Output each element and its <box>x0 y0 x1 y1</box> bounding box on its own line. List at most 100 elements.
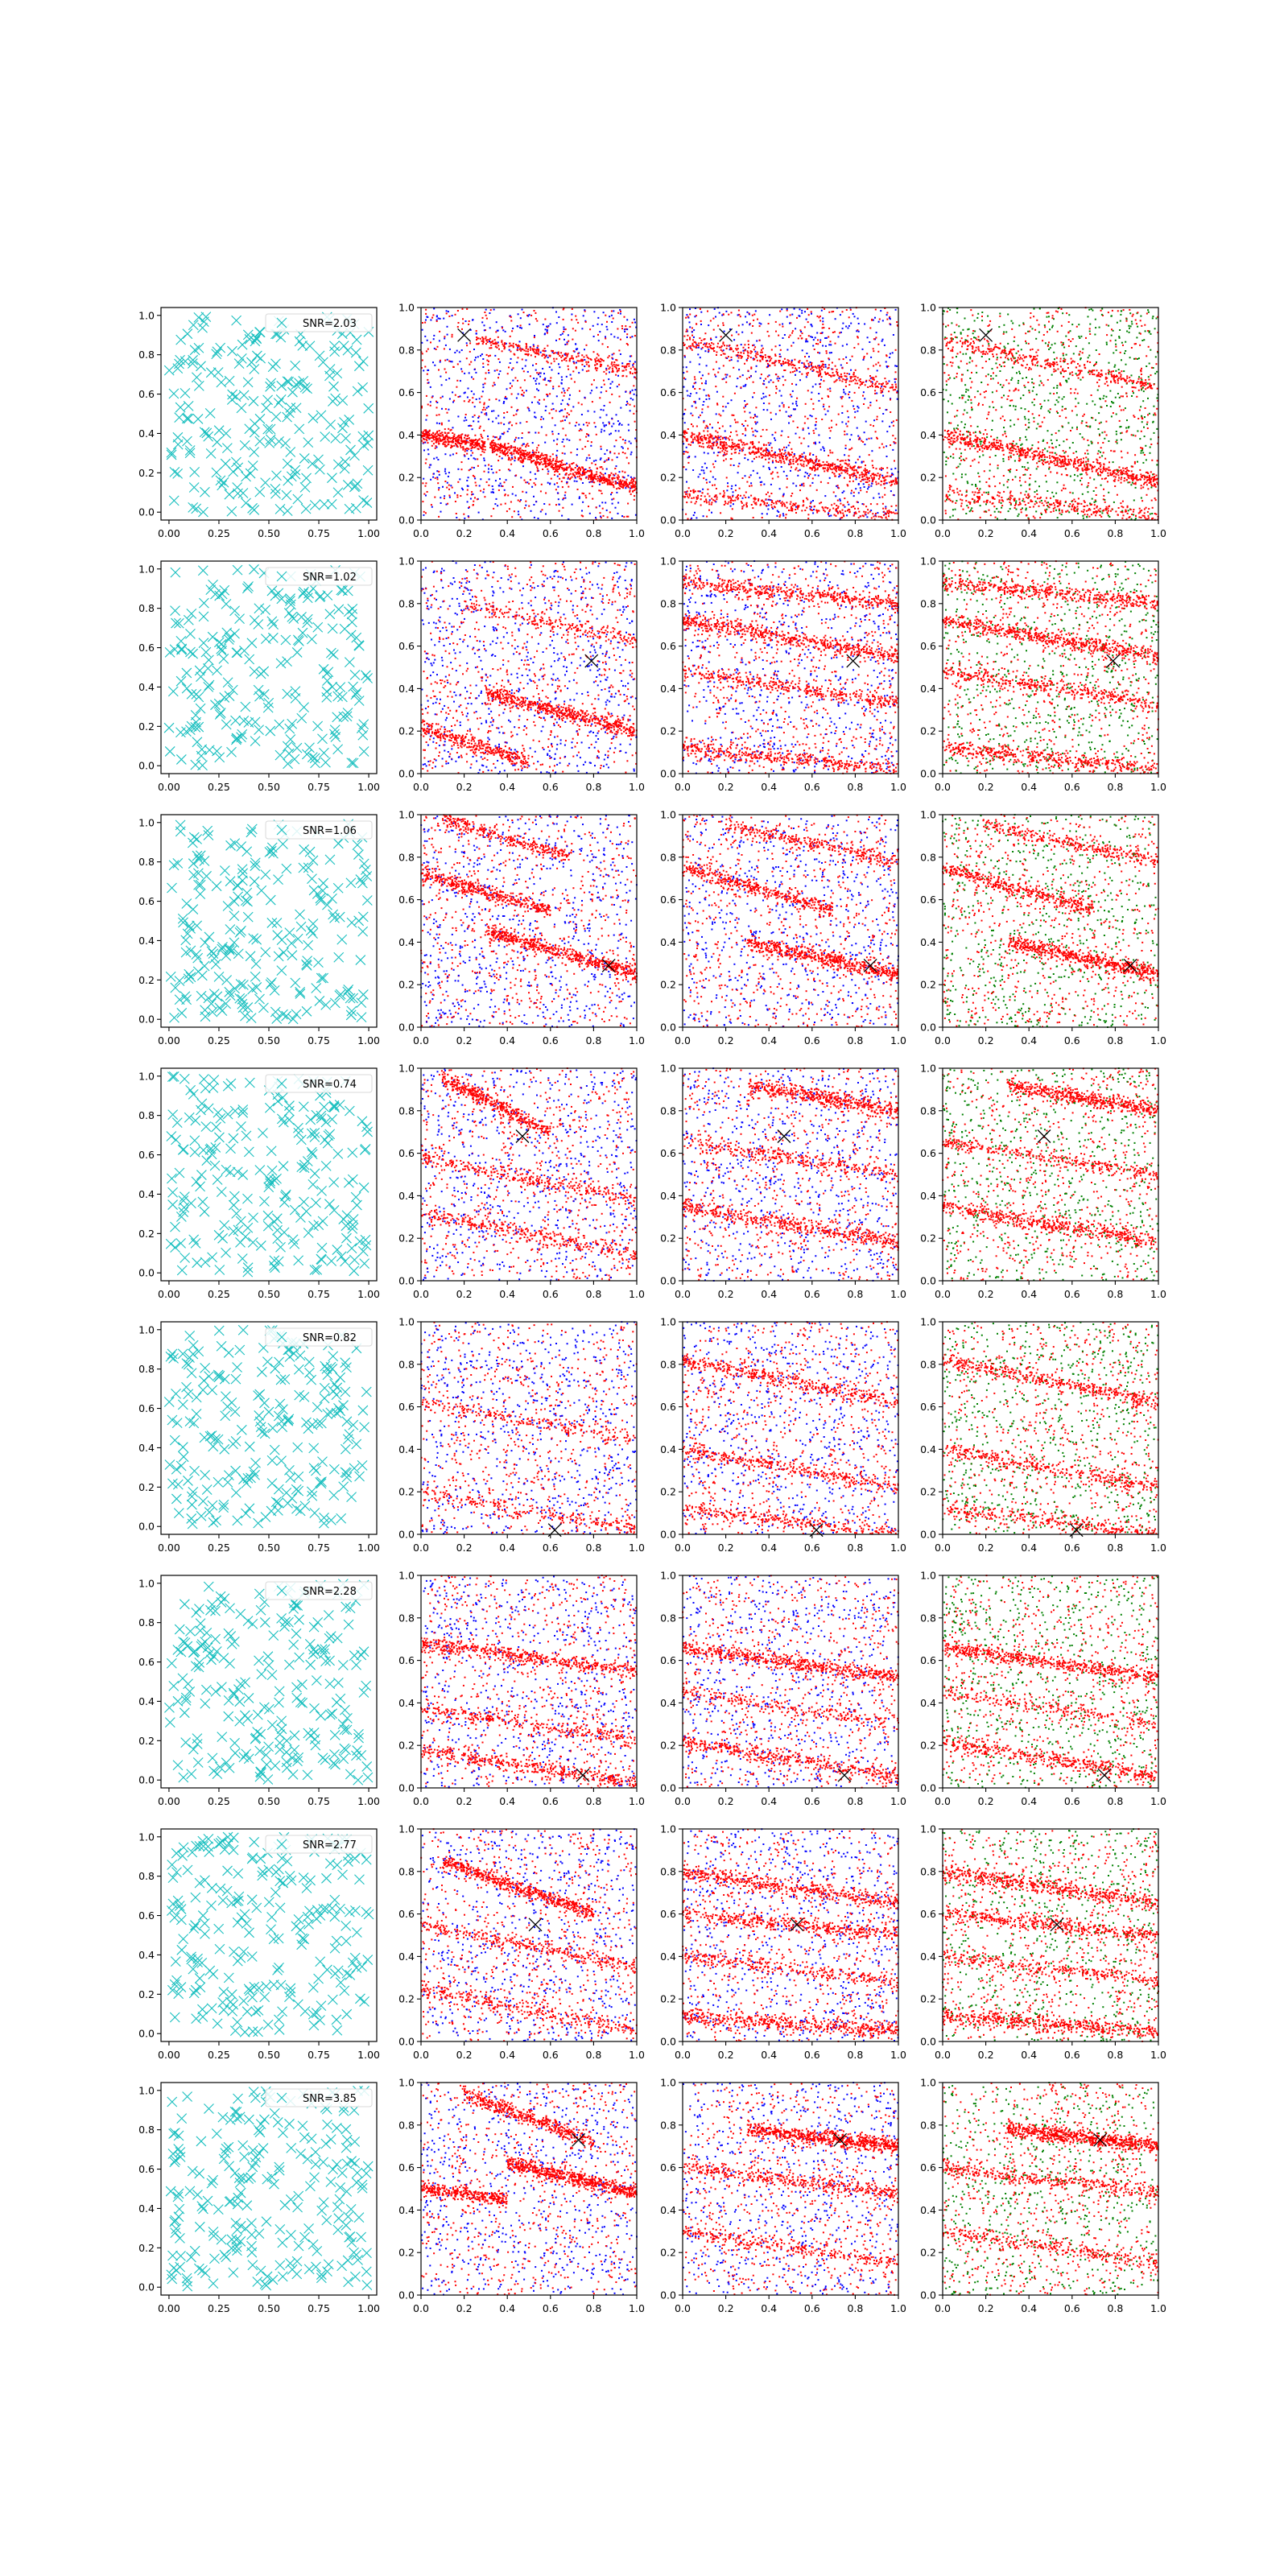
row1-col2-point <box>437 459 439 460</box>
row1-col2-point <box>490 515 492 517</box>
row1-col2-point <box>471 467 473 469</box>
row1-col2-point <box>425 313 427 315</box>
row1-col2-point <box>494 339 496 341</box>
row1-col1-cross-marker <box>180 388 190 398</box>
row1-col2-point <box>562 469 564 470</box>
row1-col2-point <box>599 397 601 398</box>
row1-col1-cross-marker <box>189 483 199 493</box>
row1-col2-point <box>512 328 514 329</box>
row1-col2-point <box>522 390 523 391</box>
row1-col1-cross-marker <box>313 455 323 464</box>
row1-col1-cross-marker <box>217 378 226 387</box>
row1-col2-point <box>603 515 605 517</box>
row1-col1-cross-marker <box>225 489 234 499</box>
row1-col2-point <box>556 456 558 458</box>
row1-col1-cross-marker <box>351 481 361 491</box>
row1-col1-cross-marker <box>363 465 373 475</box>
row1-col1-cross-marker <box>287 387 297 397</box>
row1-col1-cross-marker <box>338 395 348 405</box>
row1-col2-point <box>584 349 585 350</box>
row1-col1-cross-marker <box>320 499 329 509</box>
row1-col1-cross-marker <box>326 420 336 430</box>
row1-col1-cross-marker <box>274 398 283 408</box>
row1-col1-ytick-label: 0.8 <box>138 349 155 361</box>
row1-col1-cross-marker <box>169 389 179 398</box>
row1-col2-point <box>444 453 446 455</box>
row1-col2-point <box>558 498 559 500</box>
row1-col2-point <box>523 392 525 394</box>
row1-col2-point <box>553 408 555 410</box>
row1-col1-cross-marker <box>343 345 353 355</box>
row1-col1-cross-marker <box>305 341 315 351</box>
row1-col2-point <box>622 452 624 453</box>
row1-col2-point <box>483 489 485 490</box>
row1-col2-point <box>610 493 612 495</box>
row1-col2-point <box>543 418 544 419</box>
row1-col2-point <box>498 349 500 350</box>
row1-col2-point <box>490 309 492 311</box>
row1-col1-cross-marker <box>222 444 232 453</box>
row1-col2-point <box>555 340 557 341</box>
row1-col2-point <box>562 399 564 401</box>
row1-col1-cross-marker <box>320 431 330 441</box>
row1-col1-cross-marker <box>246 357 256 367</box>
row1-col1-cross-marker <box>188 502 198 512</box>
row1-col2-point <box>499 456 501 457</box>
row1-col1-cross-marker <box>283 377 292 386</box>
row1-col2-point <box>492 421 493 423</box>
row1-col1-cross-marker <box>341 434 351 444</box>
row1-col2-point <box>535 363 537 365</box>
row1-col2-point <box>618 384 620 386</box>
row1-col2-point <box>530 375 531 377</box>
row1-col1-cross-marker <box>295 378 304 388</box>
row1-col1-cross-marker <box>173 469 183 478</box>
row1-col1-markers <box>164 312 374 517</box>
row1-col2-point <box>525 505 526 506</box>
row1-col1-cross-marker <box>351 348 361 357</box>
row1-col2-point <box>611 518 613 519</box>
row1-col2-point <box>552 433 554 435</box>
row1-col2-point <box>435 448 436 449</box>
row1-col2-point <box>473 467 475 469</box>
row1-col2-point <box>431 317 433 319</box>
row1-col2-point <box>438 487 440 489</box>
row1-col1-cross-marker <box>213 437 222 447</box>
row1-col2-point <box>514 377 516 378</box>
row1-col2-point <box>560 382 562 384</box>
row1-col2-point <box>558 433 559 435</box>
row1-col2-point <box>444 497 445 499</box>
row1-col2-point <box>634 335 636 336</box>
row1-col2-point <box>617 375 619 377</box>
row1-col2-point <box>506 479 507 481</box>
row1-col1-cross-marker <box>249 396 258 406</box>
row1-col2-point <box>472 452 473 454</box>
row1-col2-point <box>572 406 574 407</box>
row1-col2-point <box>485 315 487 316</box>
row1-col1-cross-marker <box>291 361 300 370</box>
row1-col1-cross-marker <box>327 473 336 483</box>
row1-col2-point <box>593 460 595 462</box>
row1-col2-point <box>461 371 463 373</box>
row1-col1-subplot: 0.00 0.25 0.50 0.75 1.000.00.20.40.60.81.0SN… <box>138 308 380 539</box>
row1-col1-cross-marker <box>190 467 200 477</box>
row1-col1-cross-marker <box>275 504 285 514</box>
row1-col1-cross-marker <box>282 490 291 500</box>
row1-col2-point <box>525 446 526 448</box>
row1-col1-cross-marker <box>276 394 286 404</box>
row1-col1-cross-marker <box>205 408 215 418</box>
row1-col1-ytick-label: 1.0 <box>138 309 155 321</box>
row1-col2-point <box>630 410 631 411</box>
row1-col1-cross-marker <box>266 382 275 391</box>
row1-col1-cross-marker <box>329 341 339 351</box>
row1-col1-cross-marker <box>281 439 291 448</box>
row1-col2-point <box>449 398 451 400</box>
row1-col1-cross-marker <box>184 401 193 411</box>
row1-col2-point <box>601 493 603 494</box>
row1-col2-point <box>560 403 562 405</box>
row1-col1-cross-marker <box>252 351 262 361</box>
row1-col2-point <box>434 348 436 349</box>
row1-col1-cross-marker <box>302 473 312 483</box>
row1-col1-cross-marker <box>308 459 317 469</box>
row1-col1-cross-marker <box>228 390 237 399</box>
